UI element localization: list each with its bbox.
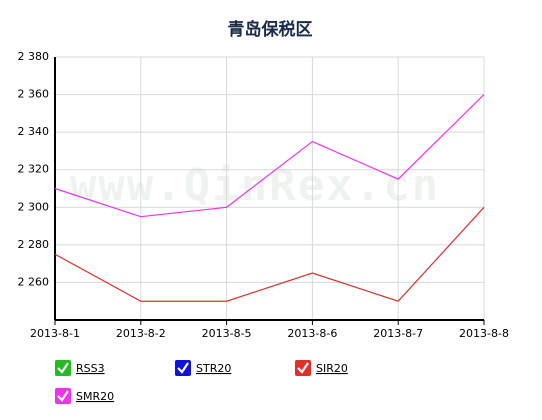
legend-checkbox[interactable] bbox=[175, 360, 191, 376]
x-tick-label: 2013-8-6 bbox=[287, 327, 337, 340]
legend-label[interactable]: SMR20 bbox=[76, 390, 114, 403]
y-tick-label: 2 280 bbox=[18, 238, 50, 251]
legend-label[interactable]: STR20 bbox=[196, 362, 231, 375]
series-line bbox=[54, 94, 485, 218]
watermark: www.QinRex.cn bbox=[70, 160, 440, 211]
legend-label[interactable]: SIR20 bbox=[316, 362, 348, 375]
check-mark bbox=[57, 390, 69, 402]
legend-label[interactable]: RSS3 bbox=[76, 362, 105, 375]
legend-item[interactable]: STR20 bbox=[175, 360, 231, 376]
series-line bbox=[54, 206, 485, 302]
legend-item[interactable]: SMR20 bbox=[55, 388, 114, 404]
check-mark bbox=[177, 362, 189, 374]
legend-checkbox[interactable] bbox=[55, 388, 71, 404]
y-tick-label: 2 300 bbox=[18, 200, 50, 213]
y-tick-label: 2 320 bbox=[18, 163, 50, 176]
check-mark bbox=[297, 362, 309, 374]
x-tick-label: 2013-8-5 bbox=[202, 327, 252, 340]
x-tick-label: 2013-8-8 bbox=[459, 327, 509, 340]
y-tick-label: 2 380 bbox=[18, 50, 50, 63]
x-tick-label: 2013-8-1 bbox=[30, 327, 80, 340]
x-tick-label: 2013-8-2 bbox=[116, 327, 166, 340]
check-mark bbox=[57, 362, 69, 374]
legend-item[interactable]: SIR20 bbox=[295, 360, 348, 376]
y-tick-label: 2 260 bbox=[18, 275, 50, 288]
chart-title: 青岛保税区 bbox=[228, 19, 313, 40]
x-tick-label: 2013-8-7 bbox=[373, 327, 423, 340]
y-tick-label: 2 360 bbox=[18, 88, 50, 101]
legend-checkbox[interactable] bbox=[295, 360, 311, 376]
y-tick-label: 2 340 bbox=[18, 125, 50, 138]
legend-item[interactable]: RSS3 bbox=[55, 360, 105, 376]
legend-checkbox[interactable] bbox=[55, 360, 71, 376]
